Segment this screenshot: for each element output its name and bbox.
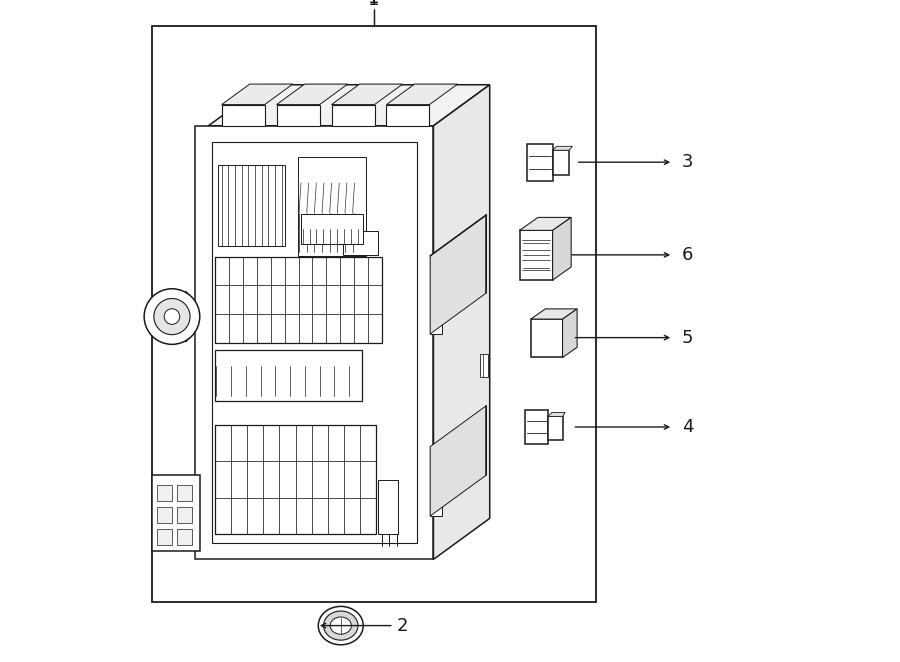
Bar (276, 105, 320, 126)
Bar (177, 529, 192, 545)
Bar (531, 319, 562, 357)
Polygon shape (221, 84, 292, 105)
Bar (177, 507, 192, 523)
Bar (301, 214, 363, 244)
Bar (215, 350, 363, 401)
Bar (526, 410, 548, 444)
Text: 3: 3 (681, 153, 693, 171)
Polygon shape (434, 85, 490, 559)
Circle shape (154, 299, 190, 335)
Polygon shape (430, 406, 486, 516)
Text: 1: 1 (368, 0, 380, 9)
Ellipse shape (324, 611, 358, 640)
Bar (430, 447, 442, 516)
Bar (378, 480, 398, 534)
Polygon shape (519, 217, 572, 230)
Bar (215, 425, 376, 534)
Text: 4: 4 (681, 418, 693, 436)
Circle shape (164, 308, 180, 324)
Bar (527, 144, 553, 181)
Polygon shape (531, 309, 577, 319)
Bar (219, 166, 285, 246)
Bar (152, 475, 200, 551)
Bar (331, 105, 374, 126)
Bar (221, 105, 265, 126)
Polygon shape (562, 309, 577, 357)
Polygon shape (209, 85, 490, 126)
Polygon shape (553, 217, 572, 280)
Bar (519, 230, 553, 280)
Text: 1: 1 (368, 0, 380, 7)
Polygon shape (553, 146, 572, 150)
Polygon shape (430, 214, 486, 334)
Bar (158, 485, 172, 501)
Bar (298, 157, 366, 256)
Bar (343, 232, 378, 255)
Bar (152, 26, 596, 602)
Polygon shape (548, 412, 565, 416)
Bar (480, 354, 488, 377)
Bar (195, 126, 434, 559)
Text: 2: 2 (397, 616, 409, 635)
Bar (158, 507, 172, 523)
Bar (553, 150, 569, 175)
Bar (158, 529, 172, 545)
Bar (548, 416, 562, 440)
Ellipse shape (330, 617, 351, 634)
Bar (215, 257, 382, 343)
Bar (386, 105, 429, 126)
Text: 6: 6 (681, 246, 693, 264)
Text: 5: 5 (681, 328, 693, 347)
Ellipse shape (319, 606, 364, 645)
Bar (430, 256, 442, 334)
Polygon shape (331, 84, 402, 105)
Polygon shape (276, 84, 347, 105)
Polygon shape (386, 84, 457, 105)
Circle shape (144, 289, 200, 344)
Bar (177, 485, 192, 501)
Bar (212, 142, 417, 543)
